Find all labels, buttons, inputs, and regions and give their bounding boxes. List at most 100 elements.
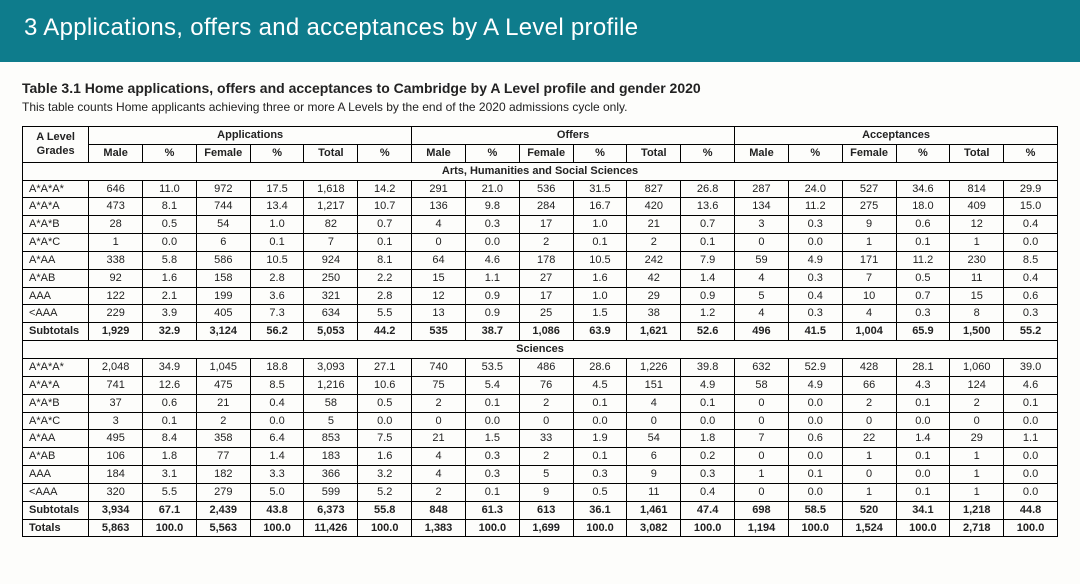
cell: 5 [304, 412, 358, 430]
cell: 1 [950, 483, 1004, 501]
sub-col-header: % [143, 144, 197, 162]
cell: 1,929 [89, 323, 143, 341]
cell: 199 [196, 287, 250, 305]
cell: 0 [735, 483, 789, 501]
cell: 2,718 [950, 519, 1004, 537]
cell: 1,524 [842, 519, 896, 537]
cell: 0.1 [896, 394, 950, 412]
cell: 0.4 [1004, 216, 1058, 234]
cell: 1 [89, 234, 143, 252]
cell: 1.5 [573, 305, 627, 323]
cell: 0.0 [465, 234, 519, 252]
cell: 0.9 [681, 287, 735, 305]
cell: 183 [304, 448, 358, 466]
cell: 33 [519, 430, 573, 448]
cell: 0.0 [1004, 412, 1058, 430]
cell: 11.2 [788, 198, 842, 216]
sub-col-header: % [1004, 144, 1058, 162]
cell: 0.9 [465, 305, 519, 323]
cell: 0 [412, 234, 466, 252]
cell: 0 [627, 412, 681, 430]
cell: 1,060 [950, 358, 1004, 376]
cell: 2 [627, 234, 681, 252]
cell: 366 [304, 466, 358, 484]
cell: 536 [519, 180, 573, 198]
cell: 924 [304, 251, 358, 269]
cell: 5.8 [143, 251, 197, 269]
cell: 17 [519, 216, 573, 234]
cell: 3.2 [358, 466, 412, 484]
cell: 698 [735, 501, 789, 519]
table-title: Table 3.1 Home applications, offers and … [22, 80, 1058, 96]
table-row: Subtotals3,93467.12,43943.86,37355.88486… [23, 501, 1058, 519]
cell: 21 [412, 430, 466, 448]
cell: 3,934 [89, 501, 143, 519]
cell: 32.9 [143, 323, 197, 341]
cell: 0.1 [465, 483, 519, 501]
cell: 66 [842, 376, 896, 394]
row-label: A*A*A [23, 198, 89, 216]
cell: 279 [196, 483, 250, 501]
cell: 496 [735, 323, 789, 341]
cell: 634 [304, 305, 358, 323]
cell: 7.5 [358, 430, 412, 448]
cell: 171 [842, 251, 896, 269]
cell: 3.1 [143, 466, 197, 484]
cell: 1.4 [250, 448, 304, 466]
cell: 34.6 [896, 180, 950, 198]
sub-col-header: % [681, 144, 735, 162]
cell: 64 [412, 251, 466, 269]
cell: 1.6 [358, 448, 412, 466]
cell: 9.8 [465, 198, 519, 216]
cell: 2 [412, 483, 466, 501]
cell: 106 [89, 448, 143, 466]
cell: 1 [842, 448, 896, 466]
cell: 2.8 [250, 269, 304, 287]
cell: 475 [196, 376, 250, 394]
cell: 53.5 [465, 358, 519, 376]
cell: 1,226 [627, 358, 681, 376]
table-row: A*A*A*2,04834.91,04518.83,09327.174053.5… [23, 358, 1058, 376]
cell: 61.3 [465, 501, 519, 519]
cell: 0.4 [681, 483, 735, 501]
table-row: A*AB1061.8771.41831.640.320.160.200.010.… [23, 448, 1058, 466]
cell: 29 [950, 430, 1004, 448]
cell: 0.1 [896, 448, 950, 466]
cell: 420 [627, 198, 681, 216]
cell: 10.5 [573, 251, 627, 269]
cell: 0 [735, 394, 789, 412]
cell: 38 [627, 305, 681, 323]
cell: 0.0 [143, 234, 197, 252]
cell: 158 [196, 269, 250, 287]
row-label: Subtotals [23, 501, 89, 519]
cell: 100.0 [143, 519, 197, 537]
cell: 0.6 [1004, 287, 1058, 305]
cell: 0 [735, 234, 789, 252]
cell: 39.8 [681, 358, 735, 376]
cell: 1.1 [465, 269, 519, 287]
cell: 338 [89, 251, 143, 269]
cell: 7 [304, 234, 358, 252]
cell: 4 [735, 269, 789, 287]
table-row: AAA1222.11993.63212.8120.9171.0290.950.4… [23, 287, 1058, 305]
cell: 100.0 [358, 519, 412, 537]
cell: 230 [950, 251, 1004, 269]
cell: 8.5 [1004, 251, 1058, 269]
table-row: Totals5,863100.05,563100.011,426100.01,3… [23, 519, 1058, 537]
cell: 1.2 [681, 305, 735, 323]
cell: 124 [950, 376, 1004, 394]
cell: 6,373 [304, 501, 358, 519]
cell: 0.1 [573, 394, 627, 412]
cell: 814 [950, 180, 1004, 198]
cell: 1,004 [842, 323, 896, 341]
cell: 5,863 [89, 519, 143, 537]
cell: 151 [627, 376, 681, 394]
cell: 15 [412, 269, 466, 287]
cell: 632 [735, 358, 789, 376]
cell: 1,216 [304, 376, 358, 394]
section-header-row: Sciences [23, 341, 1058, 359]
row-label: A*A*B [23, 394, 89, 412]
sub-col-header: Total [627, 144, 681, 162]
cell: 0.9 [465, 287, 519, 305]
cell: 0.1 [465, 394, 519, 412]
